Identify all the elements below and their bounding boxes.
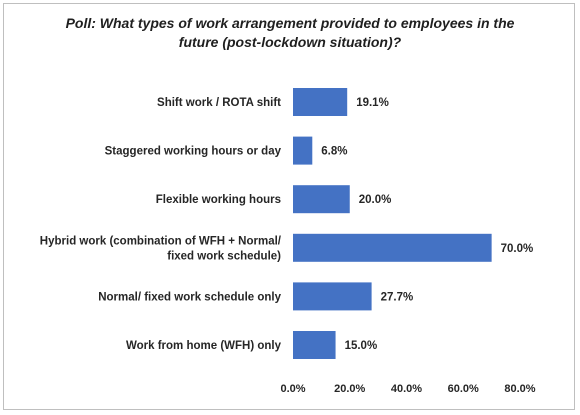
category-label: Flexible working hours [156,194,281,206]
x-tick-label: 40.0% [391,383,422,395]
data-label: 6.8% [321,146,347,158]
bar [293,136,313,165]
data-label: 19.1% [356,97,389,109]
bar [293,233,492,262]
category-label: Staggered working hours or day [105,146,282,158]
x-tick-label: 20.0% [334,383,365,395]
bar [293,185,350,214]
category-label: Shift work / ROTA shift [157,97,281,109]
bar [293,88,348,116]
data-label: 20.0% [359,194,392,206]
bar [293,282,372,311]
bar [293,331,336,359]
category-label: Normal/ fixed work schedule only [98,291,281,303]
data-label: 15.0% [345,340,378,352]
category-label: Work from home (WFH) only [126,340,282,352]
x-tick-label: 0.0% [280,383,305,395]
category-label: fixed work schedule) [167,250,281,262]
x-tick-label: 60.0% [448,383,479,395]
chart-frame [3,3,575,410]
category-label: Hybrid work (combination of WFH + Normal… [40,235,282,247]
chart-title: Poll: What types of work arrangement pro… [65,15,515,50]
data-label: 70.0% [501,243,534,255]
data-label: 27.7% [381,291,414,303]
x-tick-label: 80.0% [504,383,535,395]
